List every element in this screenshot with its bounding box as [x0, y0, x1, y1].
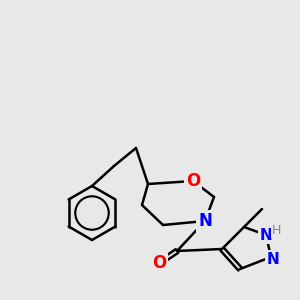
Text: O: O — [186, 172, 200, 190]
Text: N: N — [267, 251, 279, 266]
Text: O: O — [152, 254, 166, 272]
Text: H: H — [271, 224, 281, 238]
Text: N: N — [198, 212, 212, 230]
Text: N: N — [260, 227, 272, 242]
